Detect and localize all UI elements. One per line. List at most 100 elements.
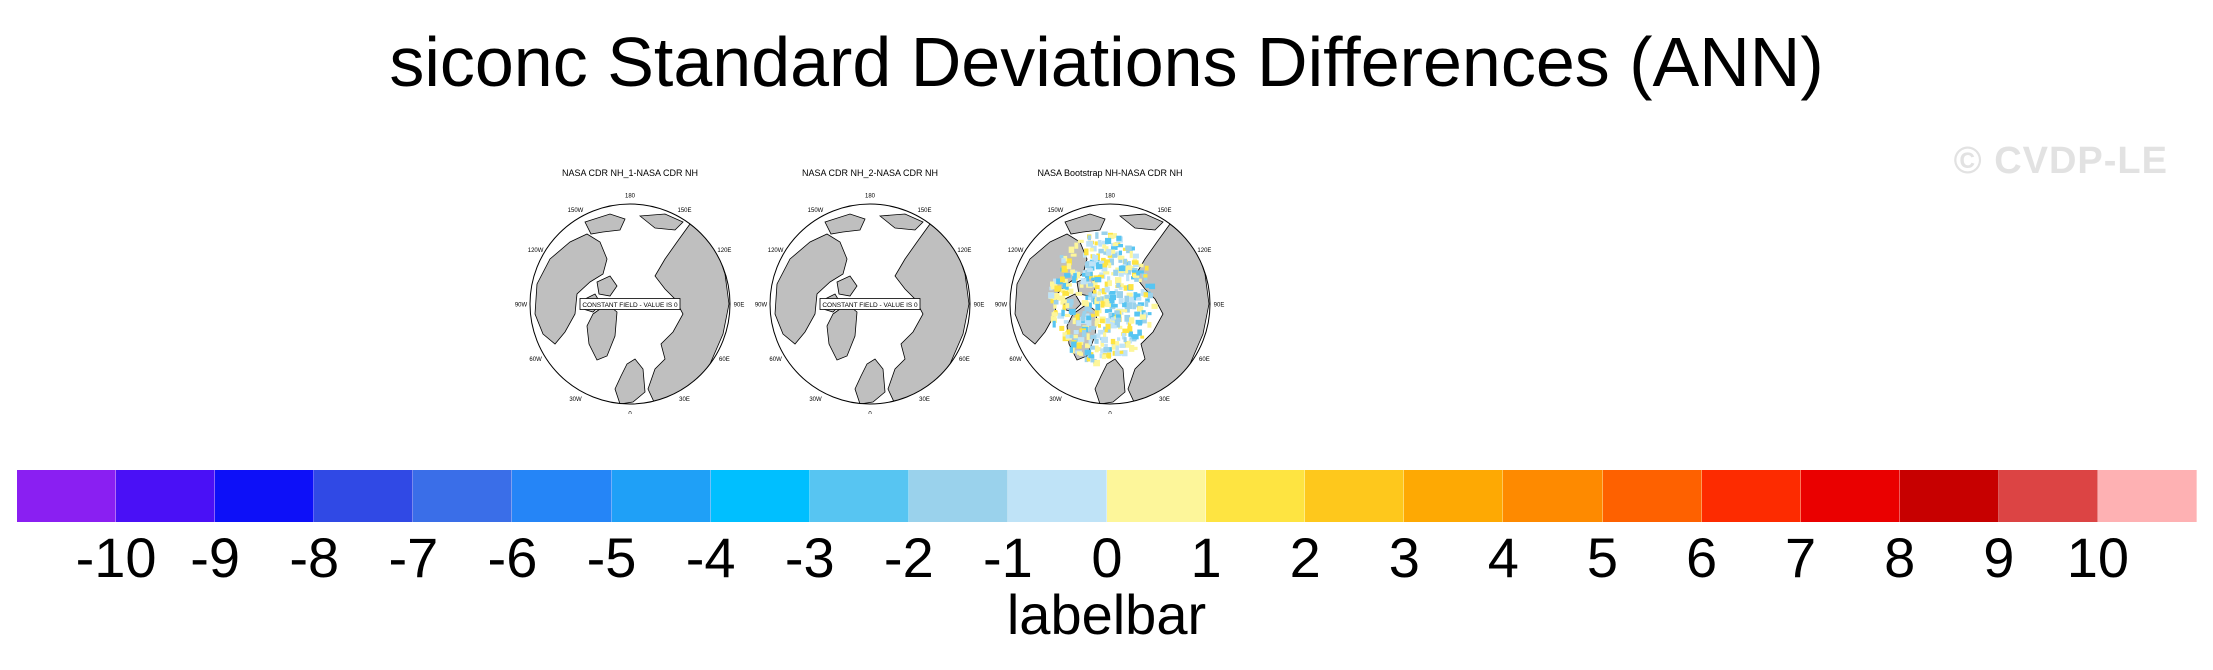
data-cell (1113, 269, 1119, 276)
data-cell (1086, 357, 1091, 362)
colorbar-swatch (17, 470, 117, 522)
colorbar-tick-label: -2 (883, 526, 934, 589)
data-cell (1095, 303, 1101, 311)
data-cell (1107, 352, 1112, 359)
data-cell (1116, 291, 1123, 299)
data-cell (1131, 260, 1139, 265)
colorbar-tick-label: -6 (487, 526, 538, 589)
data-cell (1124, 302, 1128, 308)
lon-label: 150E (1157, 208, 1171, 214)
data-cell (1129, 345, 1135, 352)
colorbar-swatch (314, 470, 414, 522)
data-cell (1059, 255, 1064, 259)
lon-label: 150W (1048, 208, 1064, 214)
data-cell (1114, 350, 1122, 357)
land-mass (614, 358, 646, 404)
data-cell (1062, 282, 1069, 290)
data-cell (1109, 298, 1115, 304)
data-cell (1116, 243, 1124, 248)
panel-title: NASA CDR NH_1-NASA CDR NH (562, 168, 698, 178)
data-cell (1066, 292, 1070, 296)
lon-label: 120W (528, 248, 544, 254)
data-cell (1143, 276, 1148, 281)
data-cell (1124, 295, 1130, 303)
data-cell (1094, 277, 1102, 283)
data-cell (1104, 343, 1108, 350)
data-cell (1115, 314, 1121, 318)
data-cell (1053, 278, 1058, 285)
data-cell (1081, 315, 1085, 322)
data-cell (1096, 297, 1101, 302)
data-cell (1107, 280, 1112, 287)
data-cell (1085, 269, 1091, 277)
data-cell (1050, 283, 1058, 290)
data-cell (1053, 299, 1059, 305)
data-cell (1137, 329, 1142, 336)
data-cell (1127, 261, 1131, 266)
data-cell (1126, 292, 1133, 297)
data-cell (1105, 301, 1112, 308)
data-cell (1128, 246, 1135, 251)
data-cell (1111, 340, 1115, 348)
lon-label: 150W (808, 208, 824, 214)
data-cell (1109, 321, 1117, 329)
lon-label: 90W (755, 303, 768, 309)
data-cell (1086, 315, 1092, 321)
panel-title: NASA Bootstrap NH-NASA CDR NH (1037, 168, 1182, 178)
data-cell (1108, 313, 1113, 319)
lon-label: 60W (1009, 357, 1022, 363)
data-cell (1069, 303, 1073, 308)
data-cell (1086, 241, 1094, 247)
data-cell (1131, 346, 1138, 351)
data-cell (1082, 253, 1087, 258)
lon-label: 90E (1214, 303, 1225, 309)
data-cell (1084, 356, 1089, 363)
data-cell (1092, 254, 1096, 261)
data-cell (1127, 326, 1133, 332)
data-cell (1140, 289, 1145, 296)
data-cell (1054, 310, 1058, 315)
data-cell (1089, 247, 1094, 252)
colorbar-tick-label: -9 (190, 526, 241, 589)
data-cell (1077, 239, 1084, 243)
data-cell (1103, 259, 1110, 266)
data-cell (1143, 292, 1149, 298)
land-mass (774, 233, 848, 345)
data-cell (1088, 354, 1095, 359)
data-cell (1126, 302, 1133, 310)
data-cell (1085, 295, 1091, 300)
data-cell (1075, 291, 1083, 296)
data-cell (1091, 313, 1095, 318)
data-cell (1087, 235, 1092, 241)
data-cell (1050, 296, 1056, 304)
data-cell (1140, 335, 1145, 339)
data-cell (1143, 274, 1148, 278)
colorbar-swatch (1107, 470, 1207, 522)
colorbar-tick-label: 1 (1190, 526, 1222, 589)
data-cell (1116, 235, 1122, 241)
data-cell (1122, 309, 1128, 313)
data-cell (1074, 242, 1079, 249)
data-cell (1057, 312, 1065, 319)
lon-label: 180 (1105, 194, 1116, 200)
data-cell (1080, 278, 1087, 285)
land-mass (1094, 358, 1126, 404)
data-cell (1104, 309, 1109, 313)
lon-label: 60W (529, 357, 542, 363)
lon-label: 180 (865, 194, 876, 200)
data-cell (1119, 343, 1126, 348)
data-cell (1134, 311, 1141, 317)
data-cell (1090, 335, 1097, 339)
colorbar-swatch (710, 470, 810, 522)
colorbar-tick-label: 6 (1685, 526, 1718, 589)
data-cell (1098, 329, 1105, 335)
data-cell (1050, 316, 1057, 323)
figure-title: siconc Standard Deviations Differences (… (389, 23, 1824, 101)
data-cell (1102, 351, 1108, 358)
data-cell (1112, 252, 1118, 258)
data-cell (1101, 354, 1107, 360)
colorbar-label: labelbar (1006, 583, 1207, 646)
data-cell (1099, 260, 1105, 264)
data-cell (1081, 319, 1085, 323)
data-cell (1098, 324, 1102, 328)
